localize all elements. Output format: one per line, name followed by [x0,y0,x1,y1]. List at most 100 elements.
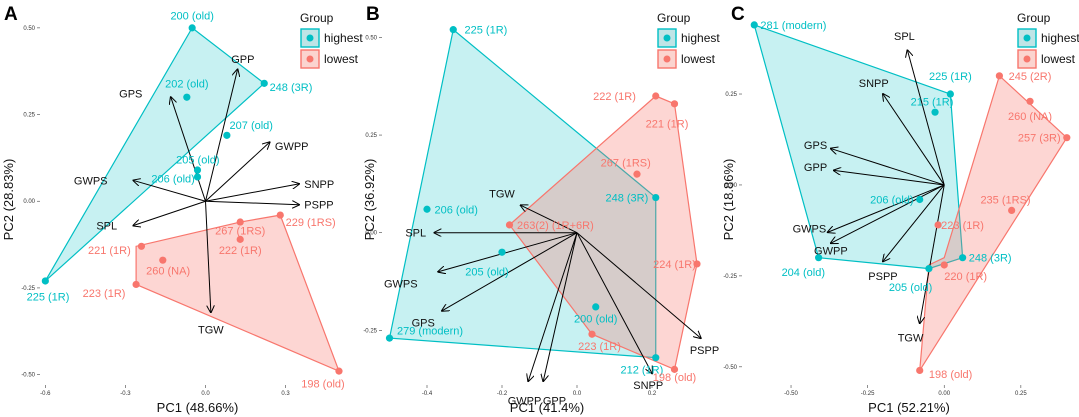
point-label: 223 (1R) [83,288,126,300]
y-axis-title: PC2 (28.83%) [1,159,16,241]
x-tick-label: 0.2 [648,391,657,397]
loading-arrow [133,180,206,202]
point-label: 279 (modern) [397,325,463,337]
loading-arrow [442,232,578,311]
loading-label: PSPP [690,345,719,357]
data-point [183,93,191,101]
point-label: 225 (1R) [465,25,508,37]
point-label: 235 (1RS) [980,195,1030,207]
point-label: 198 (old) [301,378,344,390]
legend-title: Group [300,11,334,25]
loading-label: GWPS [793,224,827,236]
data-point [652,193,660,202]
point-label: 248 (3R) [270,82,313,94]
x-axis-title: PC1 (52.21%) [868,400,950,415]
x-tick-label: 0.25 [1015,391,1027,397]
data-point [193,173,202,181]
data-point [815,254,823,262]
panel-letter: B [366,4,380,25]
legend-dot-lowest [663,55,671,63]
y-tick-label: -0.25 [21,286,35,292]
data-point [693,260,701,268]
loading-arrow [205,69,238,202]
legend-label-highest: highest [324,31,363,45]
point-label: 260 (NA) [1008,111,1052,123]
loading-label: GWPS [384,278,418,290]
point-label: 257 (3R) [1018,133,1061,145]
x-axis-title: PC1 (41.4%) [510,400,584,415]
loading-label: SPL [894,31,915,43]
data-point [940,261,948,269]
point-label: 222 (1R) [219,245,262,257]
loading-label: GPP [231,54,254,66]
loading-label: SNPP [859,78,889,90]
point-label: 267 (1RS) [601,157,651,169]
loading-label: GPP [804,162,827,174]
data-point [670,365,679,373]
legend-label-highest: highest [681,31,720,45]
data-point [385,334,394,342]
legend-dot-lowest [306,55,314,63]
loading-arrow [883,94,945,186]
y-tick-label: -0.25 [363,328,377,334]
loading-label: SNPP [304,179,334,191]
point-label: 224 (1R) [653,259,696,271]
data-point [423,205,431,213]
data-point [946,90,954,98]
point-label: 215 (1R) [911,96,954,108]
legend-dot-lowest [1023,55,1031,63]
data-point [159,256,167,264]
loading-arrow [133,200,206,225]
legend-dot-highest [306,34,314,42]
loading-label: GPS [119,89,142,101]
point-label: 206 (old) [870,195,913,207]
legend-label-highest: highest [1041,31,1079,45]
loading-arrow [528,232,578,381]
loading-arrow [828,184,945,232]
loading-arrow [205,201,211,312]
data-point [959,254,967,262]
point-label: 245 (2R) [1009,71,1052,83]
loading-arrow [831,184,945,243]
point-label: 200 (old) [574,314,617,326]
hull-highest [753,23,964,270]
loading-arrow [521,205,578,234]
panel-c: C -0.50 -0.25 0.00 0.25 0.25 0.00 -0.25 -0.50 SPL… [721,4,1079,415]
point-label: 220 (1R) [944,271,987,283]
loading-label: TGW [489,189,515,201]
data-point [223,131,231,139]
data-point [592,303,600,311]
x-tick-label: -0.3 [120,391,131,397]
x-tick-label: 0.0 [573,391,582,397]
legend-title: Group [1017,11,1051,25]
panel-letter: C [731,4,745,25]
y-tick-label: -0.50 [21,373,35,379]
loading-label: GWPP [275,141,309,153]
data-point [916,366,924,375]
data-point [449,26,457,34]
data-point [260,79,268,87]
point-label: 200 (old) [170,11,213,23]
data-point [916,195,924,204]
loading-arrow [883,184,945,261]
data-point [132,280,140,289]
y-tick-label: 0.25 [23,113,35,119]
data-point [670,100,679,108]
data-point [236,218,244,226]
point-label: 223 (1R) [578,341,621,353]
legend-dot-highest [1023,34,1031,42]
point-label: 260 (NA) [146,266,190,278]
x-tick-label: 0.0 [201,391,210,397]
loading-arrow [543,232,578,381]
point-label: 198 (old) [653,372,696,384]
loading-arrow [834,170,945,186]
point-label: 229 (1RS) [286,217,336,229]
legend-label-lowest: lowest [324,52,359,66]
point-label: 221 (1R) [88,245,131,257]
point-label: 205 (old) [889,282,932,294]
data-point [652,354,660,362]
loading-arrow [576,232,701,338]
data-point [652,92,660,100]
point-label: 222 (1R) [593,91,636,103]
data-point [188,24,196,32]
